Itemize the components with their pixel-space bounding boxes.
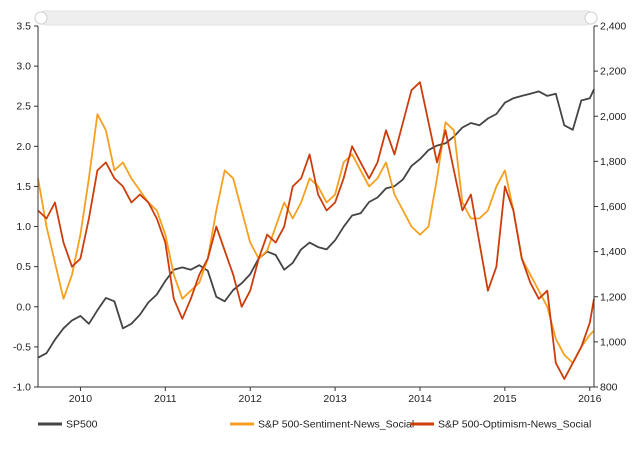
y-left-tick-label: -0.5 xyxy=(13,341,31,353)
y-right-tick-label: 1,800 xyxy=(600,156,626,168)
x-tick-label: 2016 xyxy=(578,393,602,405)
scrollbar[interactable] xyxy=(34,10,598,26)
y-right-axis: 2,400 2,200 2,000 1,800 1,600 1,400 1,200 1,000… xyxy=(594,21,626,394)
y-right-tick-label: 1,400 xyxy=(600,246,626,258)
scrollbar-right-handle[interactable] xyxy=(584,11,598,25)
x-tick-label: 2013 xyxy=(323,393,347,405)
legend-label: SP500 xyxy=(66,419,98,431)
y-left-tick-label: 1.0 xyxy=(16,221,31,233)
legend: SP500 S&P 500-Sentiment-News_Social S&P 50… xyxy=(38,419,591,431)
y-right-tick-label: 1,600 xyxy=(600,201,626,213)
scrollbar-track[interactable] xyxy=(37,10,595,26)
y-right-tick-label: 1,200 xyxy=(600,291,626,303)
y-left-axis: 3.5 3.0 2.5 2.0 1.5 1.0 0.5 0.0 -0.5 -1.0 xyxy=(13,21,38,394)
y-left-tick-label: 0.5 xyxy=(16,261,31,273)
y-right-tick-label: 1,000 xyxy=(600,336,626,348)
x-tick-label: 2010 xyxy=(69,393,93,405)
legend-label: S&P 500-Optimism-News_Social xyxy=(438,419,591,431)
y-left-tick-label: 1.5 xyxy=(16,181,31,193)
series-line-sp500 xyxy=(37,88,595,359)
y-left-tick-label: 2.0 xyxy=(16,141,31,153)
legend-item[interactable]: S&P 500-Optimism-News_Social xyxy=(410,419,591,431)
series-line-s-p-500-optimism-news-social xyxy=(37,81,595,380)
y-left-tick-label: 0.0 xyxy=(16,301,31,313)
series-line-s-p-500-sentiment-news-social xyxy=(37,113,595,364)
legend-item[interactable]: S&P 500-Sentiment-News_Social xyxy=(230,419,414,431)
y-left-tick-label: 2.5 xyxy=(16,101,31,113)
x-tick-label: 2012 xyxy=(239,393,263,405)
x-tick-label: 2011 xyxy=(154,393,177,405)
y-right-tick-label: 2,200 xyxy=(600,66,626,78)
legend-label: S&P 500-Sentiment-News_Social xyxy=(258,419,414,431)
legend-item[interactable]: SP500 xyxy=(38,419,98,431)
y-left-tick-label: 3.0 xyxy=(16,61,31,73)
x-axis: 2010 2011 2012 2013 2014 2015 2016 xyxy=(69,387,602,405)
x-tick-label: 2015 xyxy=(493,393,517,405)
y-left-tick-label: 3.5 xyxy=(16,21,31,33)
x-tick-label: 2014 xyxy=(408,393,432,405)
y-right-tick-label: 2,000 xyxy=(600,111,626,123)
scrollbar-left-handle[interactable] xyxy=(34,11,48,25)
y-right-tick-label: 800 xyxy=(600,382,618,394)
series-layer xyxy=(37,81,595,380)
y-right-tick-label: 2,400 xyxy=(600,21,626,33)
y-left-tick-label: -1.0 xyxy=(13,382,31,394)
